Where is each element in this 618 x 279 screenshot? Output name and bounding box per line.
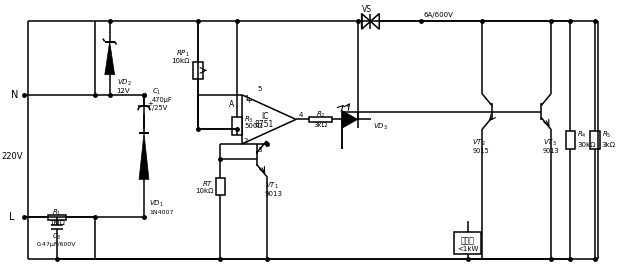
- Text: $R_4$: $R_4$: [577, 130, 587, 140]
- Text: $R_2$: $R_2$: [316, 109, 325, 120]
- Text: 4: 4: [299, 112, 303, 117]
- Text: $C_3$: $C_3$: [52, 232, 62, 242]
- Text: $R_1$: $R_1$: [52, 208, 61, 218]
- Text: 2: 2: [244, 138, 248, 144]
- Text: $RP_1$: $RP_1$: [176, 49, 190, 59]
- Text: 3kΩ: 3kΩ: [602, 142, 616, 148]
- Text: 9013: 9013: [543, 148, 560, 154]
- Text: 500Ω: 500Ω: [244, 123, 263, 129]
- Text: $VD_1$: $VD_1$: [149, 199, 164, 209]
- Text: 1: 1: [244, 95, 248, 101]
- Polygon shape: [105, 42, 114, 75]
- Text: 1N4007: 1N4007: [149, 210, 173, 215]
- Text: 1MΩ: 1MΩ: [49, 220, 65, 226]
- Text: 470μF: 470μF: [152, 97, 172, 103]
- Text: <1kW: <1kW: [457, 246, 478, 252]
- Text: 30kΩ: 30kΩ: [577, 142, 596, 148]
- Bar: [232, 117, 242, 135]
- Polygon shape: [139, 133, 149, 179]
- Text: 220V: 220V: [1, 152, 22, 161]
- Bar: [454, 232, 481, 254]
- Text: $R_3$: $R_3$: [244, 114, 253, 124]
- Text: $C_1$: $C_1$: [152, 87, 161, 97]
- Text: +: +: [147, 101, 153, 107]
- Text: 5: 5: [258, 86, 262, 92]
- Bar: [565, 131, 575, 149]
- Text: VS: VS: [362, 5, 371, 14]
- Text: 6A/600V: 6A/600V: [423, 13, 453, 18]
- Text: /25V: /25V: [152, 105, 167, 111]
- Polygon shape: [242, 95, 296, 144]
- Text: $VD_2$: $VD_2$: [117, 78, 132, 88]
- Text: 3kΩ: 3kΩ: [313, 122, 328, 128]
- Text: 9013: 9013: [265, 191, 282, 197]
- Text: $VT_1$: $VT_1$: [265, 181, 278, 191]
- Text: 电热丝: 电热丝: [460, 237, 475, 246]
- Text: 0.47μF/600V: 0.47μF/600V: [37, 242, 77, 247]
- Bar: [48, 215, 66, 220]
- Text: N: N: [11, 90, 19, 100]
- Text: 12V: 12V: [117, 88, 130, 94]
- Text: $R_5$: $R_5$: [602, 130, 611, 140]
- Text: 9015: 9015: [472, 148, 489, 154]
- Bar: [309, 117, 332, 122]
- Polygon shape: [342, 110, 358, 128]
- Text: +: +: [245, 96, 252, 105]
- Text: L: L: [9, 212, 14, 222]
- Text: $VT_2$: $VT_2$: [472, 138, 486, 148]
- Text: 3: 3: [258, 147, 262, 153]
- Text: IC: IC: [261, 112, 268, 121]
- Text: 10kΩ: 10kΩ: [172, 57, 190, 64]
- Text: $RT$: $RT$: [202, 179, 214, 188]
- Bar: [590, 131, 600, 149]
- Text: A: A: [229, 100, 234, 109]
- Bar: [216, 178, 226, 195]
- Text: 8751: 8751: [255, 120, 274, 129]
- Text: 10kΩ: 10kΩ: [195, 188, 214, 194]
- Bar: [193, 62, 203, 79]
- Text: $VT_3$: $VT_3$: [543, 138, 557, 148]
- Text: $VD_3$: $VD_3$: [373, 122, 388, 132]
